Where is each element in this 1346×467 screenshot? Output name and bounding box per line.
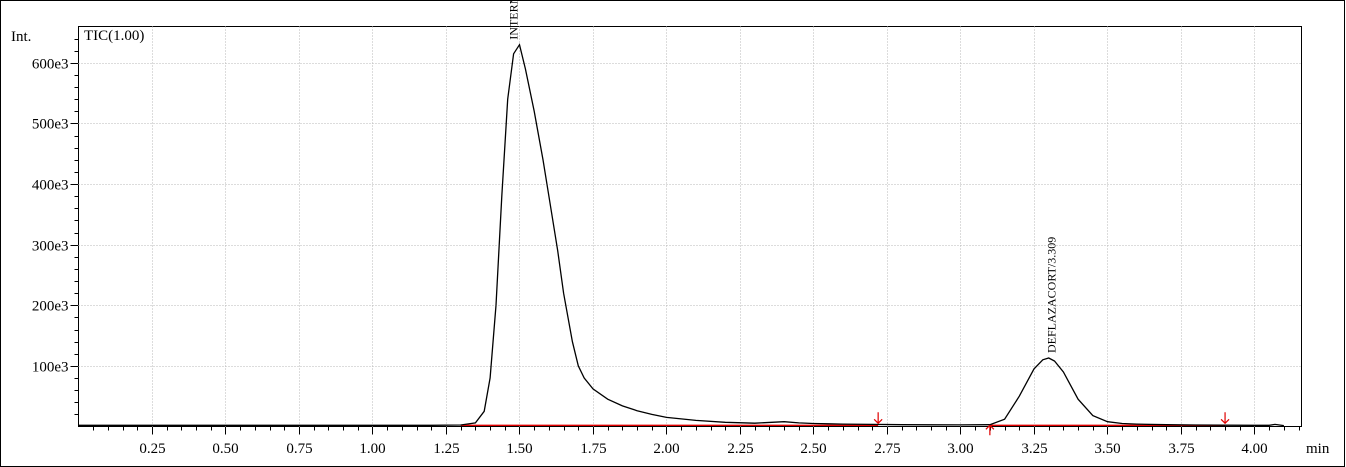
x-tick-label: 3.75: [1168, 441, 1194, 457]
y-tick-label: 100e3: [32, 360, 69, 376]
x-tick-label: 2.00: [653, 441, 679, 457]
peak-label: INTERNAL STANDARD/1.480: [507, 0, 521, 40]
integration-marker: [985, 424, 995, 436]
y-tick-label: 300e3: [32, 239, 69, 255]
peak-label: DEFLAZACORT/3.309: [1044, 237, 1058, 353]
chart-title: TIC(1.00): [84, 28, 144, 44]
x-tick-label: 0.75: [286, 441, 312, 457]
peak-labels: INTERNAL STANDARD/1.480 DEFLAZACORT/3.309: [507, 0, 1059, 353]
x-tick-label: 4.00: [1241, 441, 1267, 457]
x-tick-label: 2.50: [800, 441, 826, 457]
x-tick-label: 1.00: [359, 441, 385, 457]
x-tick-label: 0.50: [212, 441, 238, 457]
y-axis-label: Int.: [11, 29, 31, 45]
x-tick-label: 1.50: [506, 441, 532, 457]
x-axis-label: min: [1306, 441, 1330, 457]
integration-marker: [873, 412, 883, 425]
y-tick-label: 600e3: [32, 57, 69, 73]
x-tick-label: 1.75: [580, 441, 606, 457]
y-tick-label: 200e3: [32, 299, 69, 315]
plot-area: [78, 26, 1302, 427]
axes: Int. TIC(1.00) min 0.25 0.50 0.75 1.00 1.25 1…: [11, 28, 1330, 457]
x-tick-label: 0.25: [139, 441, 165, 457]
traces: [78, 43, 1284, 436]
x-tick-label: 1.25: [433, 441, 459, 457]
grid-lines: [78, 26, 1302, 427]
x-tick-label: 2.25: [727, 441, 753, 457]
x-tick-label: 2.75: [874, 441, 900, 457]
x-tick-label: 3.50: [1094, 441, 1120, 457]
x-tick-label: 3.25: [1021, 441, 1047, 457]
integration-marker: [1220, 412, 1230, 425]
tic-trace: [78, 43, 1284, 427]
y-tick-label: 500e3: [32, 117, 69, 133]
y-tick-label: 400e3: [32, 178, 69, 194]
x-tick-label: 3.00: [947, 441, 973, 457]
